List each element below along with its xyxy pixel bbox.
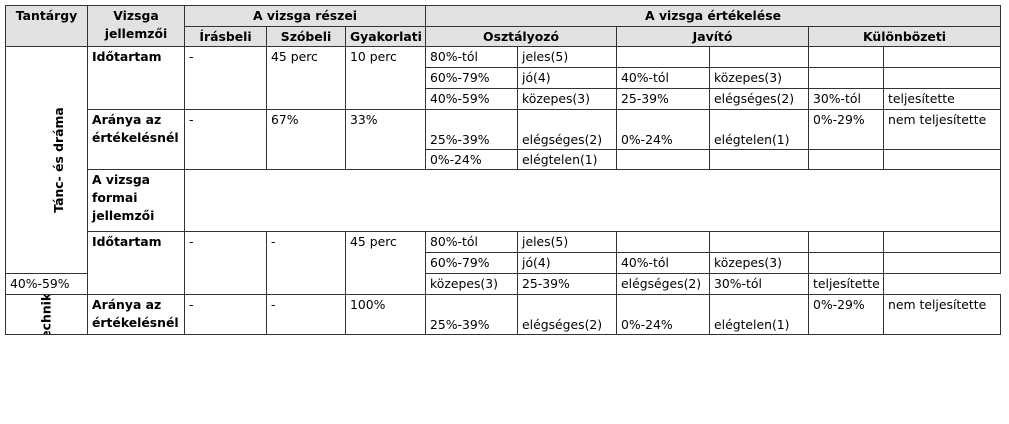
cell-empty — [883, 46, 1002, 68]
cell-range: 80%-tól — [425, 46, 519, 68]
cell-empty — [883, 252, 1002, 274]
cell-grade: nem teljesítette — [883, 294, 1002, 335]
cell-grade: jó(4) — [517, 252, 618, 274]
cell-empty — [808, 231, 885, 253]
cell-range: 40%-59% — [5, 273, 88, 295]
cell-empty — [709, 231, 810, 253]
cell-grade: teljesítette — [808, 273, 885, 295]
cell-value: - — [184, 109, 267, 170]
cell-value: - — [266, 294, 346, 335]
header-javito: Javító — [616, 26, 810, 47]
header-szobeli: Szóbeli — [266, 26, 346, 47]
cell-value: 10 perc — [344, 46, 427, 110]
cell-empty — [616, 149, 711, 170]
cell-value: - — [184, 46, 267, 110]
table-row: 0%-24% elégtelen(1) — [6, 149, 1002, 170]
cell-grade: közepes(3) — [709, 252, 810, 274]
cell-range: 60%-79% — [425, 67, 519, 89]
table-row: Technika Aránya az értékelésnél - - 100%… — [5, 294, 1002, 335]
cell-value: 45 perc — [344, 231, 427, 295]
cell-range: 80%-tól — [425, 231, 519, 253]
cell-range: 0%-29% — [808, 109, 885, 150]
cell-empty — [883, 67, 1002, 89]
cell-range: 30%-tól — [808, 88, 885, 110]
cell-grade: elégséges(2) — [517, 109, 618, 150]
cell-value: - — [266, 231, 346, 295]
cell-range: 25-39% — [517, 273, 618, 295]
cell-range: 0%-29% — [808, 294, 885, 335]
cell-range: 0%-24% — [616, 294, 711, 335]
cell-range: 40%-59% — [425, 88, 519, 110]
cell-value: 100% — [344, 294, 427, 335]
header-row-1: Tantárgy Vizsga jellemzői A vizsga része… — [5, 5, 1002, 47]
cell-empty — [183, 169, 1002, 232]
cell-grade: elégtelen(1) — [709, 294, 810, 335]
exam-table: Tantárgy Vizsga jellemzői A vizsga része… — [5, 5, 1002, 335]
subject-name: Technika — [5, 294, 88, 335]
cell-value: 33% — [344, 109, 427, 170]
cell-empty — [616, 46, 711, 68]
table-row: Időtartam - - 45 perc 80%-tól jeles(5) — [6, 231, 1002, 295]
cell-grade: elégséges(2) — [709, 88, 810, 110]
cell-range: 40%-tól — [616, 252, 711, 274]
row-label-aranya: Aránya az értékelésnél — [87, 294, 185, 335]
table-row: 40%-59% közepes(3) 25-39% elégséges(2) 3… — [6, 88, 1002, 110]
cell-empty — [616, 231, 711, 253]
cell-grade: nem teljesítette — [883, 109, 1002, 150]
header-jellemzoi: Vizsga jellemzői — [87, 5, 185, 47]
cell-empty — [709, 149, 810, 170]
cell-range: 25%-39% — [425, 294, 519, 335]
cell-value: - — [184, 231, 267, 295]
cell-grade: jeles(5) — [517, 231, 618, 253]
header-irasbeli: Írásbeli — [184, 26, 267, 47]
cell-grade: elégséges(2) — [517, 294, 618, 335]
cell-value: 67% — [266, 109, 346, 170]
cell-grade: elégséges(2) — [616, 273, 711, 295]
cell-range: 0%-24% — [425, 149, 519, 170]
table-row: Aránya az értékelésnél - 67% 33% 25%-39%… — [6, 109, 1002, 170]
cell-range: 25-39% — [616, 88, 711, 110]
cell-grade: közepes(3) — [517, 88, 618, 110]
cell-empty — [808, 149, 885, 170]
cell-empty — [808, 46, 885, 68]
cell-range: 25%-39% — [425, 109, 519, 150]
row-label-idotartam: Időtartam — [87, 231, 185, 295]
cell-empty — [709, 46, 810, 68]
row-label-aranya: Aránya az értékelésnél — [87, 109, 185, 170]
row-label-idotartam: Időtartam — [87, 46, 185, 110]
cell-grade: közepes(3) — [709, 67, 810, 89]
header-gyakorlati: Gyakorlati — [344, 26, 427, 47]
cell-empty — [883, 149, 1002, 170]
cell-empty — [808, 252, 885, 274]
cell-grade: elégtelen(1) — [709, 109, 810, 150]
cell-grade: teljesítette — [883, 88, 1002, 110]
row-label-formai: A vizsga formai jellemzői — [87, 169, 185, 232]
cell-grade: jeles(5) — [517, 46, 618, 68]
header-ertekelese: A vizsga értékelése — [425, 5, 1002, 27]
cell-range: 60%-79% — [425, 252, 519, 274]
cell-grade: jó(4) — [517, 67, 618, 89]
cell-range: 30%-tól — [709, 273, 810, 295]
cell-value: 45 perc — [266, 46, 346, 110]
table-row: A vizsga formai jellemzői — [6, 169, 1002, 232]
cell-empty — [883, 231, 1002, 253]
cell-grade: közepes(3) — [425, 273, 519, 295]
exam-table-wrapper: Tantárgy Vizsga jellemzői A vizsga része… — [5, 5, 1002, 335]
cell-range: 40%-tól — [616, 67, 711, 89]
header-osztalyozo: Osztályozó — [425, 26, 618, 47]
cell-empty — [808, 67, 885, 89]
header-tantargy: Tantárgy — [5, 5, 88, 47]
cell-value: - — [184, 294, 267, 335]
table-row: Tánc- és dráma Időtartam - 45 perc 10 pe… — [5, 46, 1002, 274]
cell-range: 0%-24% — [616, 109, 711, 150]
header-row-2: Írásbeli Szóbeli Gyakorlati Osztályozó J… — [6, 26, 1002, 47]
subject-name: Tánc- és dráma — [5, 46, 88, 274]
header-reszei: A vizsga részei — [183, 5, 427, 27]
cell-grade: elégtelen(1) — [517, 149, 618, 170]
header-kulonbozeti: Különbözeti — [808, 26, 1002, 47]
